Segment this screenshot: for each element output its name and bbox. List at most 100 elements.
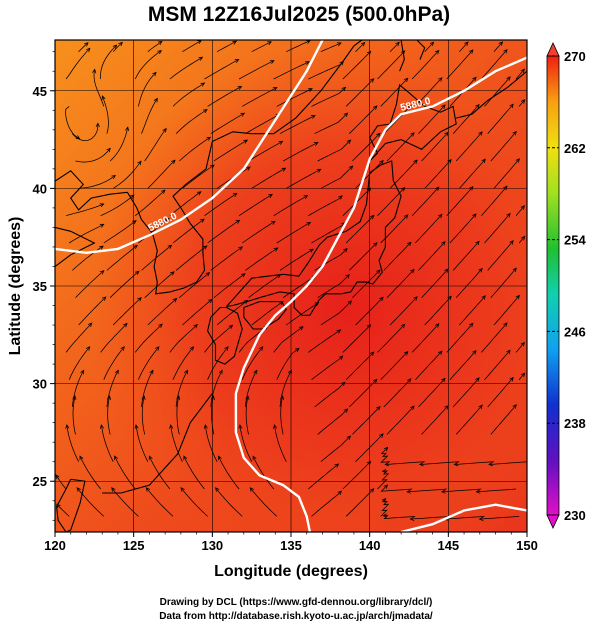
streamline-arrowhead <box>234 59 240 64</box>
streamline <box>148 455 171 490</box>
streamline <box>78 175 116 189</box>
streamline-arrowhead <box>469 49 474 54</box>
streamline <box>169 191 202 216</box>
streamline-arrowhead <box>406 489 412 494</box>
streamline <box>515 68 525 80</box>
streamline <box>239 424 253 462</box>
streamline <box>493 158 520 189</box>
streamline <box>452 377 480 408</box>
streamline-arrowhead <box>99 245 104 250</box>
colorbar-tick-label: 230 <box>564 508 586 523</box>
streamline <box>345 78 375 107</box>
streamline <box>487 103 514 134</box>
streamline <box>182 164 215 189</box>
streamline <box>345 488 375 517</box>
streamline-arrowhead <box>512 267 517 273</box>
streamline-arrowhead <box>303 195 309 200</box>
streamline <box>100 194 135 217</box>
streamline <box>286 40 311 53</box>
coastline-china <box>55 170 128 267</box>
streamline-arrowhead <box>55 474 60 480</box>
streamline <box>518 372 525 380</box>
streamline-arrowhead <box>273 247 279 252</box>
streamline-arrowhead <box>475 103 480 109</box>
streamline-arrowhead <box>281 167 287 172</box>
colorbar-upper-arrow <box>546 42 560 57</box>
coastlines <box>55 40 527 532</box>
streamline-arrowhead <box>314 302 320 307</box>
streamline <box>56 503 70 517</box>
streamline-arrowhead <box>379 433 384 438</box>
streamline <box>377 187 405 216</box>
streamline-arrowhead <box>228 324 234 330</box>
streamline-arrowhead <box>403 214 409 219</box>
streamline <box>481 185 508 216</box>
streamline-arrowhead <box>434 323 440 328</box>
streamline <box>78 42 89 52</box>
streamline-arrowhead <box>383 446 389 452</box>
streamline <box>135 424 149 462</box>
streamline-arrowhead <box>520 99 526 104</box>
y-tick-label: 45 <box>33 84 47 99</box>
streamline <box>449 350 477 380</box>
streamline <box>172 82 205 107</box>
streamline <box>342 324 371 353</box>
streamline-arrowhead <box>305 61 310 66</box>
streamline-arrowhead <box>515 294 520 300</box>
streamline <box>109 127 129 162</box>
x-tick-label: 120 <box>44 538 66 553</box>
streamline <box>182 299 213 326</box>
streamline-arrowhead <box>92 68 97 74</box>
streamline-arrowhead <box>520 205 525 210</box>
streamline-arrowhead <box>169 424 174 429</box>
streamline <box>106 245 138 271</box>
credit-data: Data from http://database.rish.kyoto-u.a… <box>159 611 433 622</box>
streamline-arrowhead <box>118 41 123 47</box>
streamline-arrowhead <box>111 175 116 180</box>
streamline-arrowhead <box>75 135 81 140</box>
streamline <box>320 435 351 462</box>
streamline <box>276 222 311 244</box>
streamline-arrowhead <box>372 242 378 247</box>
streamline-arrowhead <box>246 166 251 171</box>
streamline <box>314 381 346 408</box>
streamline-arrowhead <box>469 186 474 191</box>
contour-line <box>400 503 527 532</box>
streamline-arrowhead <box>189 346 195 351</box>
streamline-arrowhead <box>120 346 125 351</box>
streamline-arrowhead <box>272 424 278 429</box>
streamline <box>484 349 511 380</box>
streamline <box>424 159 452 189</box>
streamline-arrowhead <box>478 131 483 136</box>
streamline-arrowhead <box>99 270 105 275</box>
streamline <box>311 87 346 107</box>
streamline <box>147 298 177 326</box>
streamline <box>245 395 249 435</box>
streamline <box>66 424 79 462</box>
streamline-arrowhead <box>520 372 526 378</box>
streamline-arrowhead <box>200 82 206 87</box>
streamline-arrowhead <box>440 489 446 494</box>
streamline <box>245 114 280 135</box>
streamline <box>476 488 517 493</box>
streamline-arrowhead <box>369 214 375 220</box>
streamline-arrowhead <box>475 489 481 494</box>
streamline <box>490 267 517 298</box>
streamline-arrowhead <box>343 408 349 413</box>
streamline-arrowhead <box>218 369 223 375</box>
colorbar-tick-label: 270 <box>564 49 586 64</box>
streamline-arrowhead <box>410 268 415 274</box>
streamline-arrowhead <box>334 463 340 468</box>
streamline <box>182 40 202 53</box>
streamline <box>213 273 246 298</box>
streamline-arrowhead <box>269 60 275 65</box>
streamline <box>114 455 136 490</box>
streamline-arrowhead <box>345 274 350 279</box>
streamline <box>138 346 160 380</box>
coastline-sakhalin-east <box>416 40 426 60</box>
streamline <box>377 324 405 353</box>
streamline-arrowhead <box>114 455 119 461</box>
y-tick-label: 25 <box>33 474 47 489</box>
streamline <box>452 104 480 134</box>
